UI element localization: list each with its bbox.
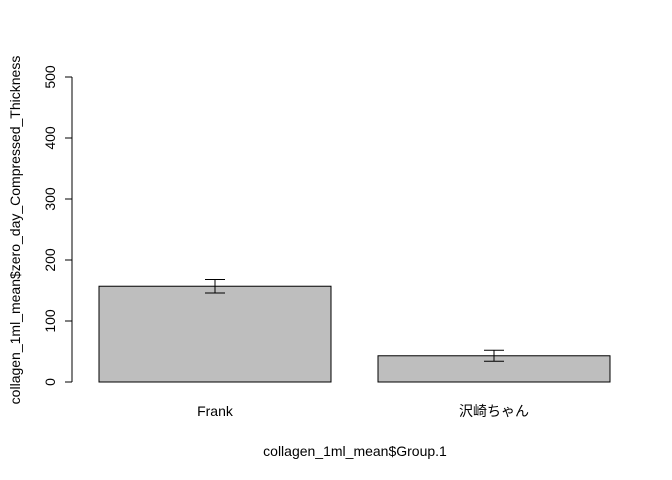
y-tick-label: 400 [42,126,58,150]
bar [98,285,332,383]
y-axis-label: collagen_1ml_mean$zero_day_Compressed_Th… [7,56,23,405]
y-tick-label: 300 [42,187,58,211]
y-tick-label: 500 [42,65,58,89]
y-tick-label: 100 [42,309,58,333]
y-tick-label: 0 [42,378,58,386]
x-tick-labels: Frank 沢崎ちゃん [197,403,529,419]
y-tick-label: 200 [42,248,58,272]
error-bars [205,279,504,362]
x-tick-label: 沢崎ちゃん [459,403,529,419]
bars [98,285,611,383]
x-tick-label: Frank [197,403,234,419]
x-axis-label: collagen_1ml_mean$Group.1 [263,443,447,459]
y-axis: 0 100 200 300 400 500 [42,65,73,386]
